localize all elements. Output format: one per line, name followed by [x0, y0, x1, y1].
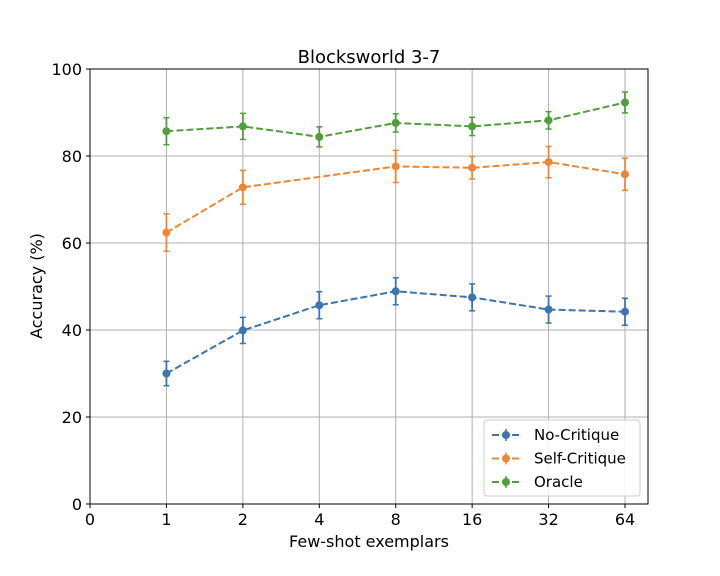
data-point	[162, 127, 171, 136]
data-point	[621, 98, 629, 107]
ticks: 0 1 2 4 8 16 32 64 0 20 40 60 80 100	[51, 60, 635, 529]
data-point	[544, 305, 553, 314]
legend-marker	[502, 478, 510, 486]
chart-title: Blocksworld 3-7	[298, 47, 441, 68]
data-point	[621, 170, 629, 179]
data-point	[391, 162, 400, 171]
y-tick-label: 80	[62, 147, 82, 166]
data-point	[544, 158, 553, 167]
data-point	[315, 301, 324, 310]
data-point	[468, 293, 477, 302]
legend-label: Oracle	[534, 473, 583, 491]
series-oracle	[162, 91, 629, 148]
y-tick-label: 0	[72, 495, 82, 514]
x-tick-label: 64	[615, 510, 635, 529]
x-tick-label: 8	[391, 510, 401, 529]
x-tick-label: 4	[314, 510, 324, 529]
y-tick-label: 100	[51, 60, 82, 79]
legend-box	[483, 419, 641, 497]
legend-label: Self-Critique	[534, 450, 626, 468]
data-point	[238, 183, 247, 192]
x-tick-label: 2	[238, 510, 248, 529]
data-point	[391, 118, 400, 127]
data-point	[238, 326, 247, 335]
data-point	[315, 132, 324, 141]
legend-marker	[502, 454, 510, 463]
x-tick-label: 1	[161, 510, 171, 529]
y-tick-label: 20	[62, 408, 82, 427]
y-tick-label: 40	[62, 321, 82, 340]
series-line	[165, 161, 626, 234]
data-point	[391, 287, 400, 296]
x-axis-label: Few-shot exemplars	[289, 532, 449, 551]
data-point	[544, 116, 553, 125]
plot-frame	[89, 68, 649, 505]
series-layer	[162, 91, 629, 387]
data-point	[468, 122, 477, 131]
legend-marker	[502, 431, 510, 439]
data-point	[621, 307, 629, 316]
series-self-critique	[162, 145, 629, 253]
series-no-critique	[162, 277, 629, 387]
x-tick-label: 0	[85, 510, 95, 529]
data-point	[238, 122, 247, 131]
y-tick-label: 60	[62, 234, 82, 253]
x-tick-label: 32	[538, 510, 558, 529]
legend: No-Critique Self-Critique Oracle	[483, 419, 641, 497]
y-axis-label: Accuracy (%)	[27, 233, 46, 339]
data-point	[162, 228, 171, 237]
x-tick-label: 16	[462, 510, 482, 529]
data-point	[468, 163, 477, 172]
legend-label: No-Critique	[534, 426, 619, 444]
data-point	[162, 369, 171, 378]
